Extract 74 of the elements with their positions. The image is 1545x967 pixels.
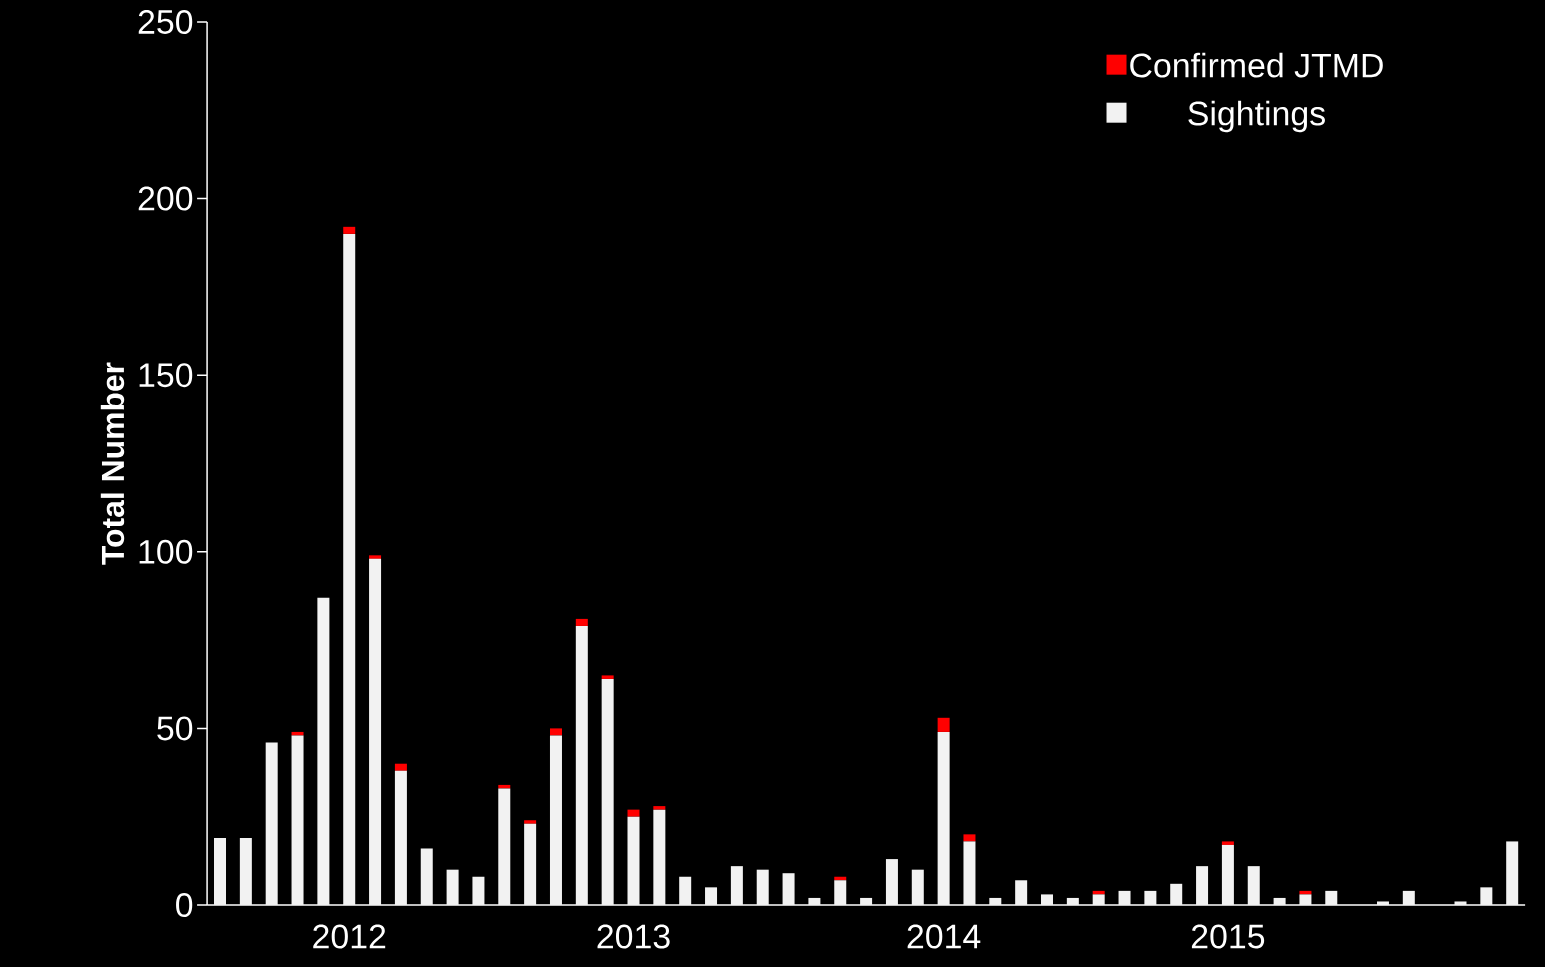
bar [1118,890,1131,905]
bar [369,558,382,905]
bar [369,555,382,559]
bar [782,873,795,905]
bar [705,887,718,905]
bar [1041,894,1053,905]
bar [343,233,356,905]
bar [1196,866,1209,905]
bar [834,880,847,905]
bar [1506,841,1519,905]
bar [653,809,666,905]
bar [808,897,821,905]
x-tick-label: 2015 [1191,924,1265,949]
y-tick-label: 100 [139,539,193,564]
bar [1066,897,1079,905]
bar [1376,901,1389,905]
bar [446,869,459,905]
bar [472,876,485,905]
bar [1402,890,1415,905]
bar [756,869,769,905]
bar [911,869,924,905]
bar [317,597,330,905]
bar [1454,901,1467,905]
y-tick-label: 150 [139,363,193,388]
bar [575,625,588,905]
bar [601,675,614,679]
bar [1247,866,1260,905]
bar [575,618,588,626]
bar [1221,844,1234,905]
bar [963,841,976,905]
bar [498,788,511,905]
bar [679,876,692,905]
bar [1092,894,1105,905]
legend-label: Sightings [1188,100,1325,133]
bar [214,837,226,905]
y-tick-label: 0 [176,893,193,917]
y-tick-label: 50 [157,716,193,741]
bar [937,731,950,905]
bar [1273,897,1286,905]
bar [1221,841,1234,845]
bar [420,848,433,905]
bar [860,897,873,905]
bar [549,728,562,736]
bar [885,859,898,905]
bar [524,820,537,824]
bar [549,735,562,905]
bar [291,735,304,905]
y-tick-label: 250 [138,9,193,34]
x-tick-label: 2014 [907,924,981,949]
bar [653,806,666,810]
bar [265,742,278,905]
bar [627,816,640,905]
bar [730,866,743,905]
bar [1170,883,1183,905]
bar [937,717,950,732]
x-tick-label: 2012 [313,924,386,949]
bar [524,823,537,905]
bar [394,763,407,771]
bar [1144,890,1157,905]
x-tick-label: 2013 [597,924,670,949]
bar [1480,887,1493,905]
legend-label: Confirmed JTMD [1130,52,1383,78]
bar [1015,880,1028,905]
bar [1299,894,1312,905]
bar [343,226,356,234]
bar [963,834,976,842]
y-tick-label: 200 [138,186,193,211]
bar [601,678,614,905]
bar [1325,890,1338,905]
bar [627,809,640,817]
bar [239,837,252,905]
bar [989,897,1002,905]
y-axis-title: Total Number [100,362,125,565]
bar [394,770,407,905]
